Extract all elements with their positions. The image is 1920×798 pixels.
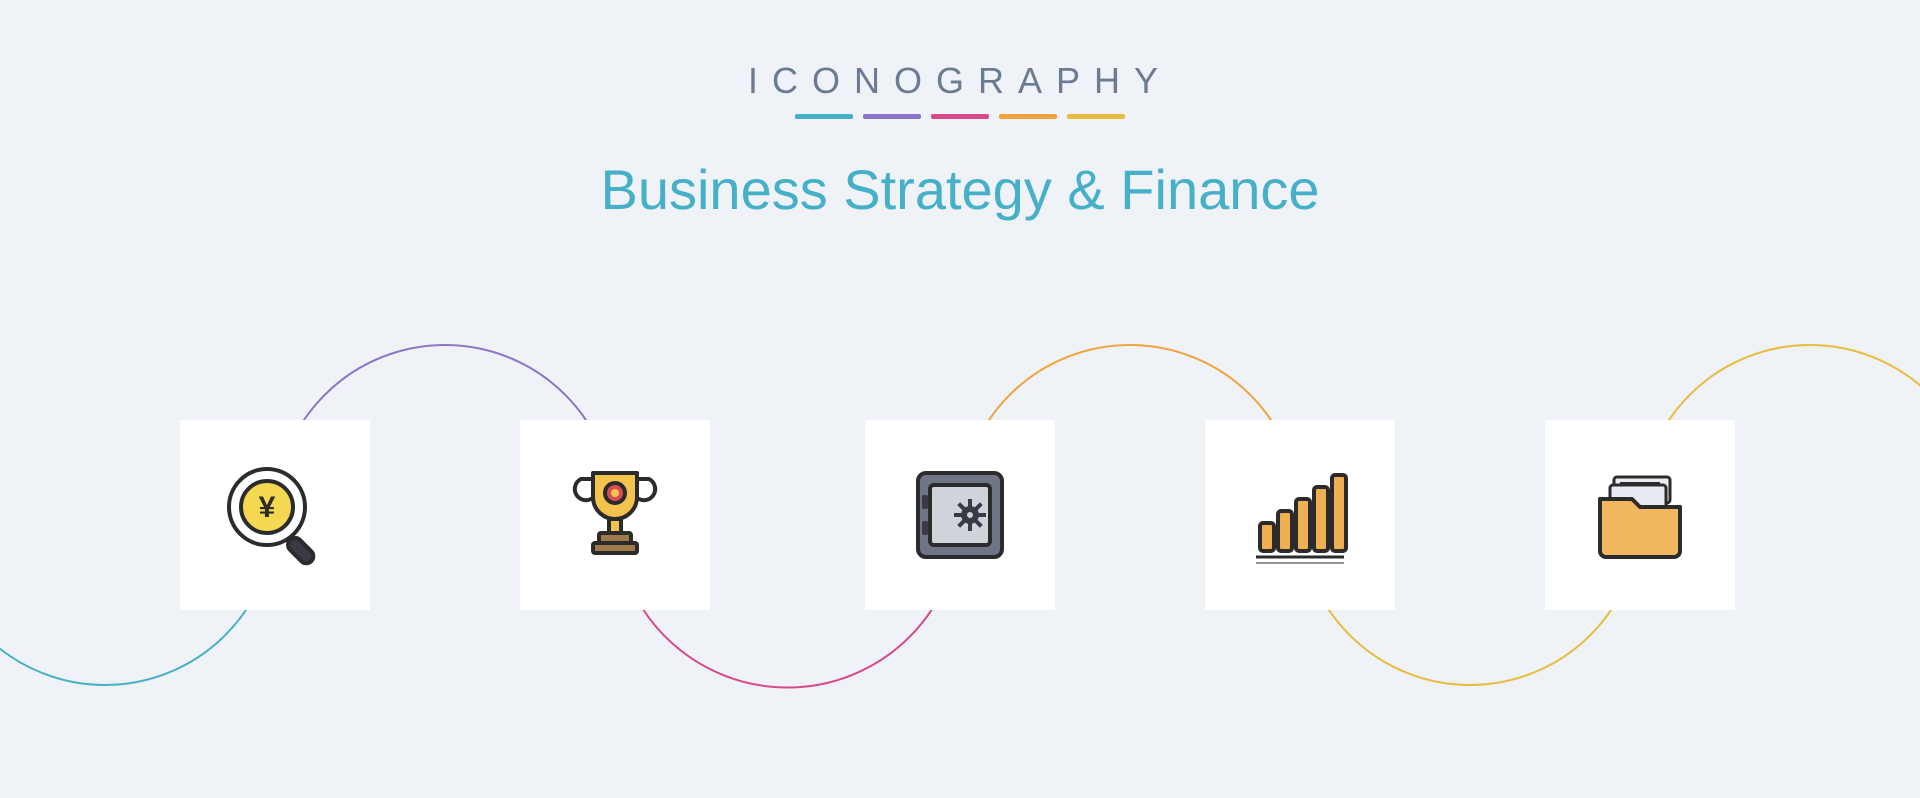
icon-card (1205, 420, 1395, 610)
logo-stripe (1067, 114, 1125, 119)
safe-icon (900, 455, 1020, 575)
icon-card: ¥ (180, 420, 370, 610)
folder-icon (1580, 455, 1700, 575)
logo-stripe (795, 114, 853, 119)
icon-stage: ¥ (0, 300, 1920, 740)
bar-chart-icon (1240, 455, 1360, 575)
logo-stripes (0, 114, 1920, 119)
icon-card (865, 420, 1055, 610)
page-title: Business Strategy & Finance (0, 157, 1920, 222)
header: ICONOGRAPHY Business Strategy & Finance (0, 60, 1920, 222)
logo-stripe (999, 114, 1057, 119)
icon-card (520, 420, 710, 610)
trophy-icon (555, 455, 675, 575)
logo-word: ICONOGRAPHY (0, 60, 1920, 102)
svg-text:¥: ¥ (259, 491, 276, 524)
icon-card (1545, 420, 1735, 610)
logo-stripe (931, 114, 989, 119)
logo-stripe (863, 114, 921, 119)
search-yen-icon: ¥ (215, 455, 335, 575)
